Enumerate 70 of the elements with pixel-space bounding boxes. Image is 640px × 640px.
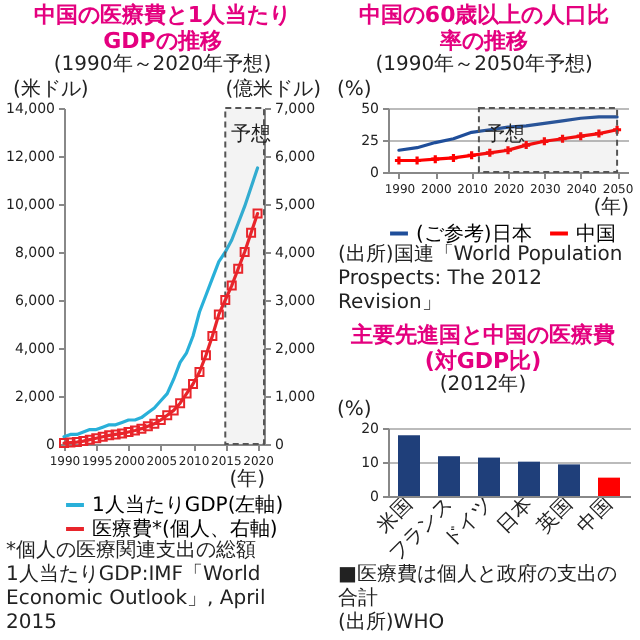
- point: [123, 427, 134, 437]
- y-axis-title: (米ドル): [13, 77, 89, 101]
- point: [540, 137, 549, 146]
- chart-subtitle: (2012年): [439, 372, 527, 396]
- point: [91, 433, 102, 444]
- point: [149, 418, 160, 429]
- point: [181, 388, 192, 399]
- point: [220, 295, 231, 305]
- point: [558, 134, 567, 143]
- y2-axis-title: (億米ドル): [225, 77, 322, 101]
- point: [129, 425, 140, 436]
- chart-subtitle: (1990年～2050年予想): [375, 52, 594, 76]
- text: (出所)WHO: [338, 612, 447, 636]
- y-axis-title: (%): [337, 79, 372, 101]
- y-axis-title: (%): [337, 399, 372, 421]
- bar: [598, 477, 620, 496]
- chart-subtitle: (1990年～2020年予想): [53, 52, 272, 76]
- point: [449, 153, 458, 162]
- point: [97, 431, 108, 442]
- band-label: 予想: [484, 122, 525, 146]
- point: [110, 429, 121, 440]
- point: [200, 350, 211, 361]
- point: [485, 148, 494, 157]
- point: [233, 263, 244, 274]
- point: [576, 132, 585, 141]
- point: [213, 309, 224, 320]
- point: [84, 434, 95, 445]
- text: 1人当たりGDP:IMF「World Economic Outlook」, April 2015: [6, 564, 268, 636]
- point: [226, 280, 237, 291]
- x-axis-title: (年): [229, 467, 266, 491]
- bar: [398, 435, 420, 496]
- point: [246, 227, 257, 238]
- point: [431, 155, 440, 164]
- chart-title: 中国の医療費と1人当たりGDPの推移: [33, 2, 292, 54]
- chart-title: 主要先進国と中国の医療費(対GDP比): [349, 322, 615, 374]
- point: [168, 405, 179, 416]
- legend-label: 1人当たりGDP(左軸): [92, 493, 284, 517]
- band-label: 予想: [231, 122, 272, 146]
- point: [142, 421, 153, 432]
- point: [136, 423, 147, 434]
- point: [117, 428, 128, 439]
- bar: [438, 456, 460, 496]
- point: [594, 129, 603, 138]
- point: [104, 430, 115, 441]
- point: [175, 398, 186, 409]
- point: [207, 331, 218, 341]
- text: (出所)国連「World Population Prospects: The 2012 Revision」: [338, 244, 625, 316]
- legend-label: 医療費*(個人、右軸): [92, 517, 278, 541]
- point: [467, 151, 476, 160]
- bar: [478, 457, 500, 496]
- line-series: [397, 115, 619, 152]
- point: [522, 141, 531, 150]
- x-tick-label: 日本: [492, 492, 538, 538]
- bar: [558, 464, 580, 496]
- legend-label: 中国: [576, 221, 616, 246]
- chart-title: 中国の60歳以上の人口比率の推移: [358, 2, 610, 54]
- text: *個人の医療関連支出の総額: [6, 540, 258, 563]
- point: [194, 367, 205, 377]
- point: [188, 379, 199, 389]
- point: [504, 146, 512, 155]
- point: [613, 125, 622, 134]
- text: ■医療費は個人と政府の支出の合計: [338, 564, 619, 611]
- point: [162, 410, 173, 421]
- point: [78, 436, 89, 447]
- bar: [518, 461, 540, 496]
- legend-label: (ご参考)日本: [416, 221, 532, 246]
- point: [252, 208, 263, 219]
- point: [155, 415, 166, 425]
- x-axis-title: (年): [593, 195, 630, 219]
- point: [239, 247, 250, 257]
